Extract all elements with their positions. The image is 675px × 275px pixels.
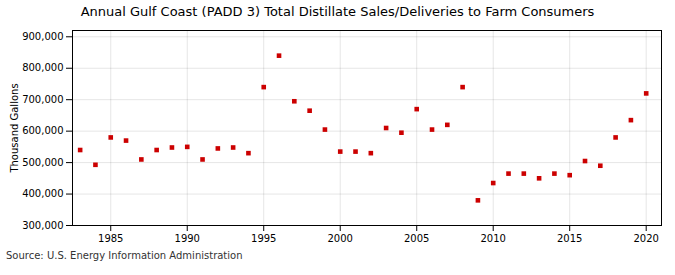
svg-text:400,000: 400,000 <box>22 188 63 199</box>
svg-text:600,000: 600,000 <box>22 125 63 136</box>
svg-text:Thousand Gallons: Thousand Gallons <box>9 83 20 173</box>
svg-text:800,000: 800,000 <box>22 62 63 73</box>
svg-text:1985: 1985 <box>98 233 123 244</box>
svg-text:2020: 2020 <box>633 233 658 244</box>
html-text:Annual Gulf Coast (PADD 3) Tot: Annual Gulf Coast (PADD 3) Total Distill… <box>80 4 595 19</box>
svg-text:2005: 2005 <box>404 233 429 244</box>
svg-text:500,000: 500,000 <box>22 157 63 168</box>
svg-text:2015: 2015 <box>557 233 582 244</box>
svg-text:300,000: 300,000 <box>22 220 63 231</box>
svg-text:900,000: 900,000 <box>22 31 63 42</box>
svg-text:700,000: 700,000 <box>22 94 63 105</box>
svg-text:1990: 1990 <box>175 233 200 244</box>
svg-text:2000: 2000 <box>328 233 353 244</box>
html-text:Source: U.S. Energy Informatio: Source: U.S. Energy Information Administ… <box>6 250 243 261</box>
svg-text:1995: 1995 <box>251 233 276 244</box>
svg-text:2010: 2010 <box>480 233 505 244</box>
